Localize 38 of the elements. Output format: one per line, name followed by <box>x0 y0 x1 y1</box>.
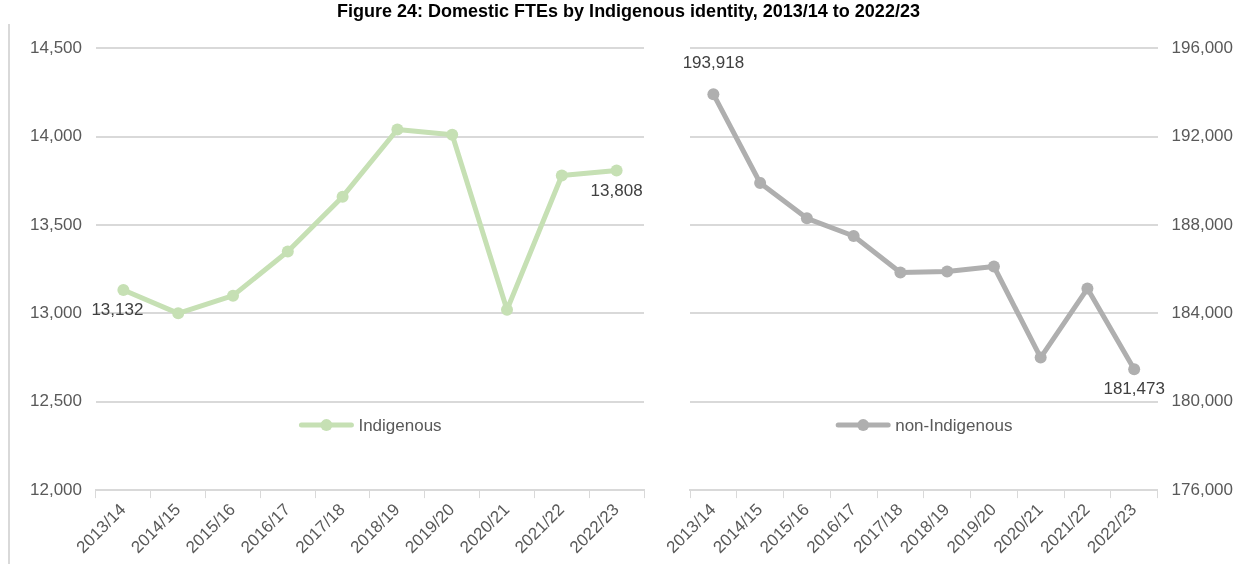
point <box>894 266 907 279</box>
point <box>446 128 459 141</box>
y-tick-label: 13,000 <box>30 303 82 323</box>
point <box>336 190 349 203</box>
point <box>1034 351 1047 364</box>
point <box>610 164 623 177</box>
y-tick-label: 12,000 <box>30 479 82 499</box>
point <box>281 245 294 258</box>
point <box>1128 363 1141 376</box>
point <box>391 123 404 136</box>
chart-title: Figure 24: Domestic FTEs by Indigenous identity, 2013/14 to 2022/23 <box>336 0 921 23</box>
point <box>754 176 767 189</box>
y-tick-label: 14,500 <box>30 37 82 57</box>
y-tick-label: 13,500 <box>30 214 82 234</box>
point <box>172 307 185 320</box>
point <box>707 88 720 101</box>
y2-tick-label: 176,000 <box>1171 479 1233 499</box>
point <box>847 230 860 243</box>
point <box>555 169 568 182</box>
y2-tick-label: 184,000 <box>1171 303 1233 323</box>
y2-tick-label: 192,000 <box>1171 126 1233 146</box>
y-tick-label: 12,500 <box>30 391 82 411</box>
point <box>117 284 130 297</box>
y2-tick-label: 196,000 <box>1171 37 1233 57</box>
point <box>227 289 239 302</box>
legend-label: non-Indigenous <box>895 415 1013 435</box>
y2-tick-label: 188,000 <box>1171 214 1233 234</box>
data-label: 13,132 <box>91 300 144 320</box>
point <box>800 212 813 225</box>
y-tick-label: 14,000 <box>30 126 82 146</box>
point <box>987 260 1000 273</box>
legend-label: Indigenous <box>358 415 442 435</box>
point <box>941 265 954 278</box>
data-label: 193,918 <box>682 53 745 73</box>
y2-tick-label: 180,000 <box>1171 391 1233 411</box>
point <box>1081 282 1094 295</box>
data-label: 181,473 <box>1103 379 1165 399</box>
data-label: 13,808 <box>590 180 643 200</box>
